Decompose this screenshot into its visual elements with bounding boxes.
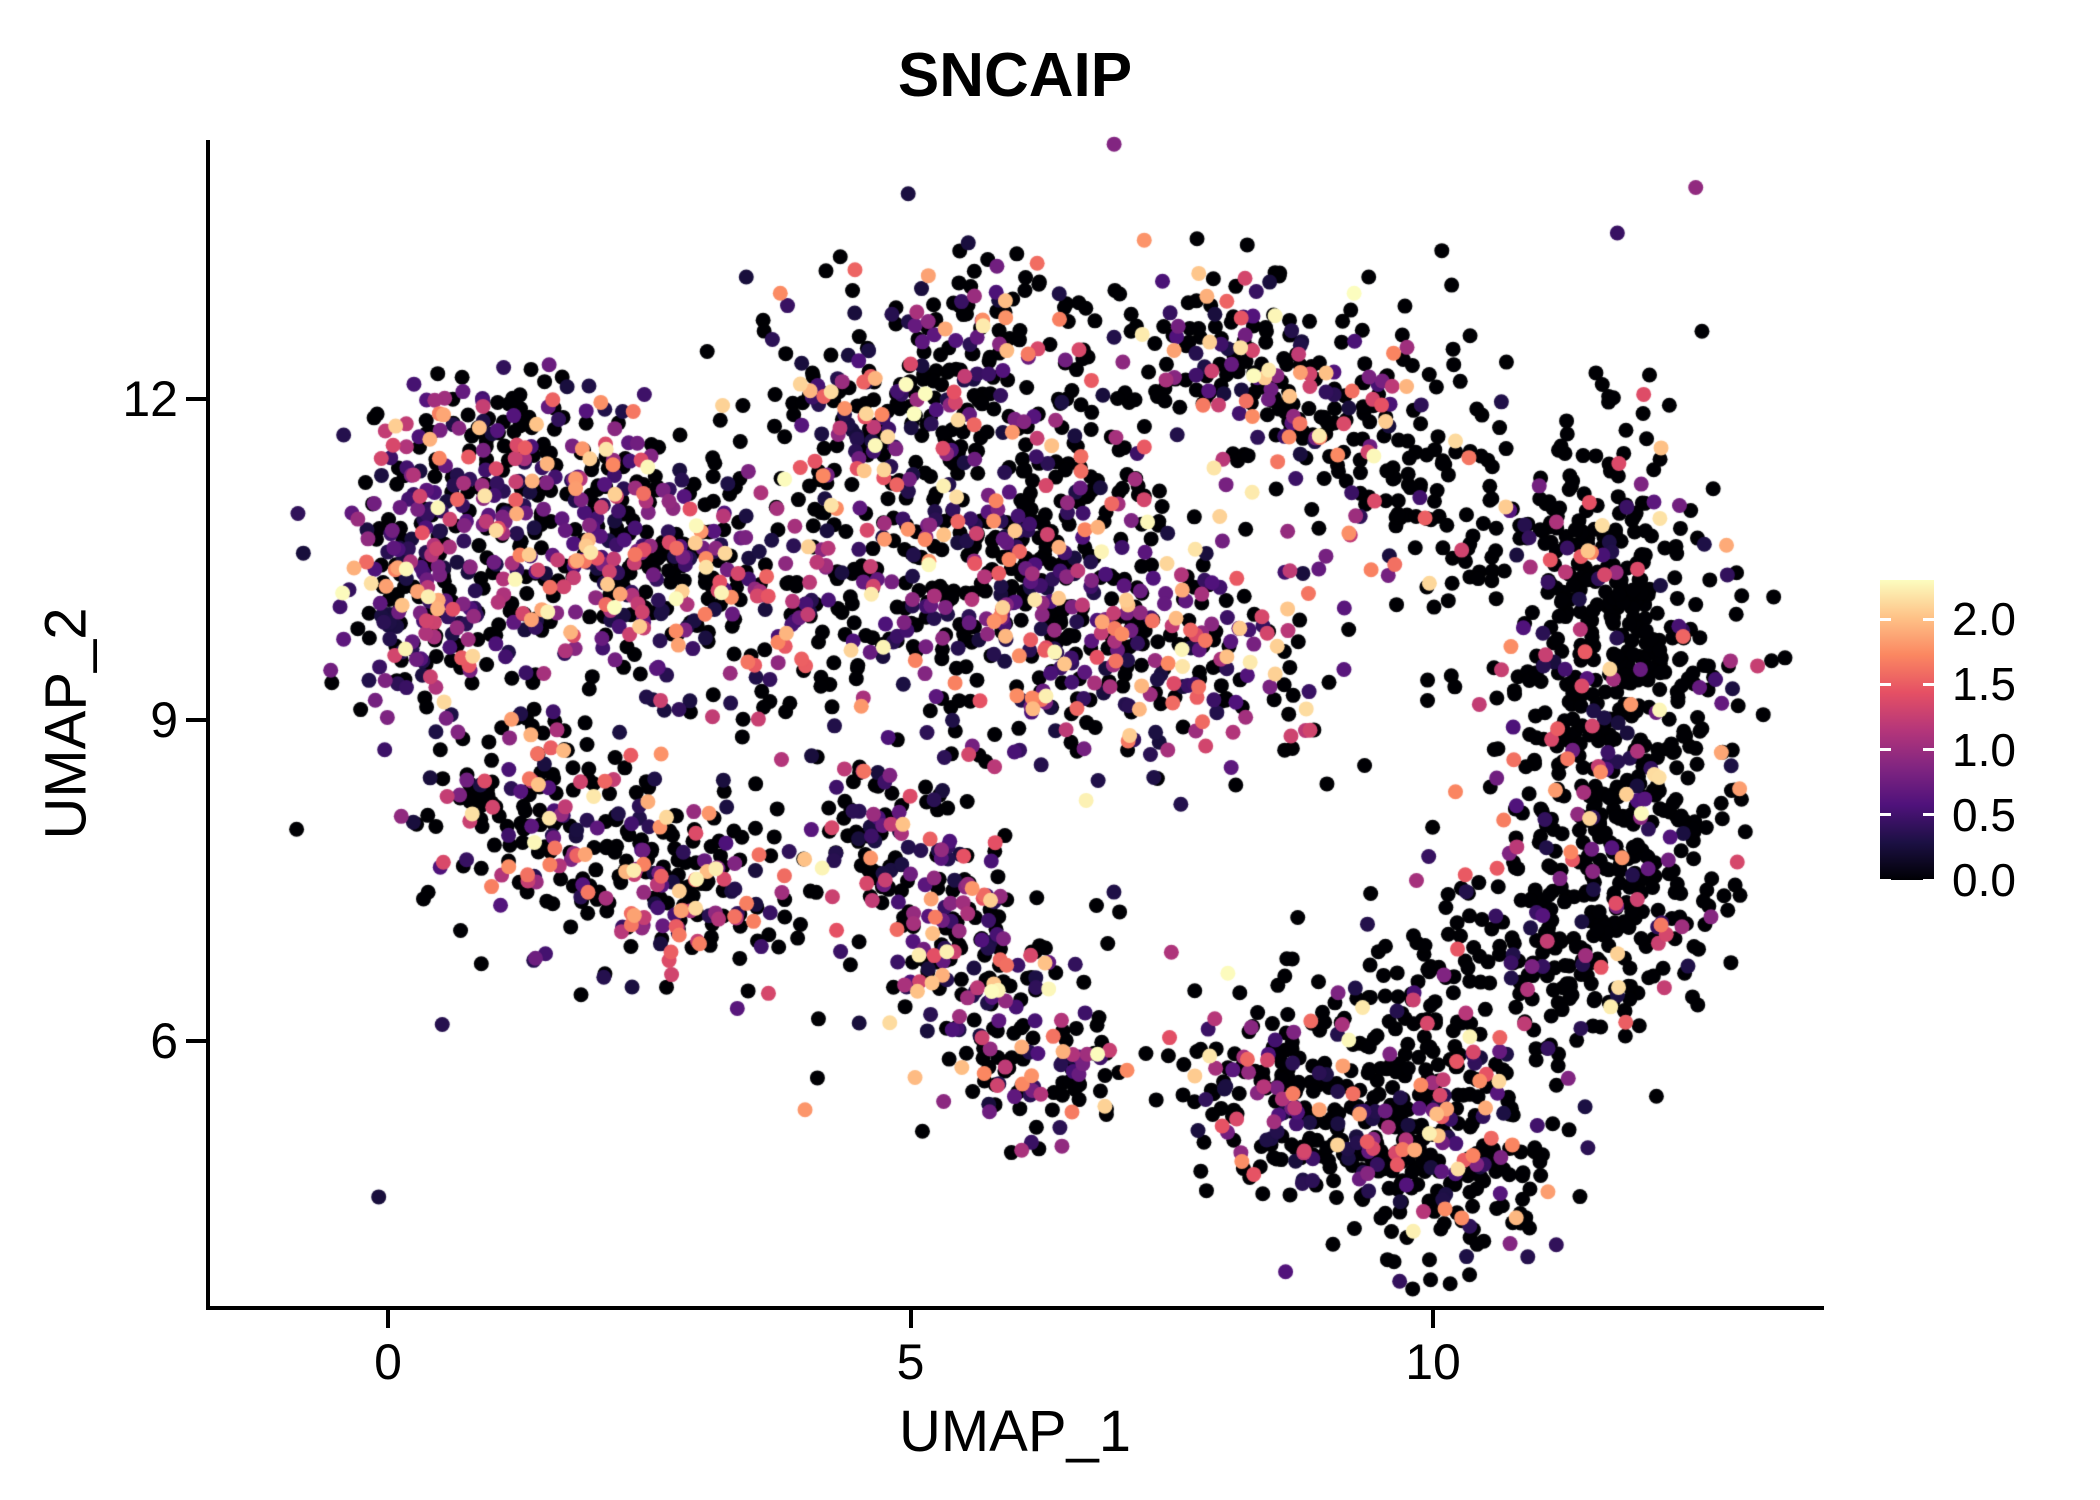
y-axis-label-container: UMAP_2 [34, 440, 99, 1006]
x-tick-label: 5 [896, 1334, 925, 1390]
colorbar-tick-label: 1.0 [1952, 723, 2016, 776]
colorbar-tick-label: 0.5 [1952, 788, 2016, 841]
colorbar-tick-mark [1923, 878, 1934, 882]
x-tick-mark [386, 1310, 390, 1328]
colorbar-tick-mark [1880, 748, 1891, 752]
colorbar-tick-mark [1923, 748, 1934, 752]
colorbar-tick-mark [1923, 617, 1934, 621]
colorbar-tick-mark [1880, 813, 1891, 817]
colorbar-tick-mark [1923, 813, 1934, 817]
colorbar-tick-label: 2.0 [1952, 593, 2016, 646]
colorbar-tick-label: 0.0 [1952, 854, 2016, 906]
x-tick-mark [908, 1310, 913, 1328]
y-axis-line [206, 140, 210, 1310]
x-axis-label: UMAP_1 [898, 1399, 1132, 1464]
x-tick-label: 0 [374, 1334, 402, 1390]
x-tick-label: 10 [1405, 1334, 1461, 1390]
y-axis-label: UMAP_2 [33, 606, 99, 840]
y-tick-mark [186, 718, 206, 722]
colorbar-gradient [1880, 580, 1934, 880]
chart-title: SNCAIP [897, 41, 1133, 110]
colorbar-tick-mark [1880, 617, 1891, 621]
x-tick-mark [1431, 1310, 1435, 1328]
y-tick-mark [186, 397, 206, 401]
y-tick-label: 12 [122, 371, 178, 427]
colorbar-tick-label: 1.5 [1952, 658, 2016, 711]
y-tick-label: 6 [150, 1013, 178, 1069]
colorbar-tick-mark [1923, 682, 1934, 686]
colorbar-tick-mark [1880, 878, 1891, 882]
colorbar-tick-mark [1880, 682, 1891, 686]
y-tick-mark [186, 1039, 206, 1043]
y-tick-label: 9 [150, 692, 178, 748]
x-axis-line [206, 1306, 1824, 1310]
